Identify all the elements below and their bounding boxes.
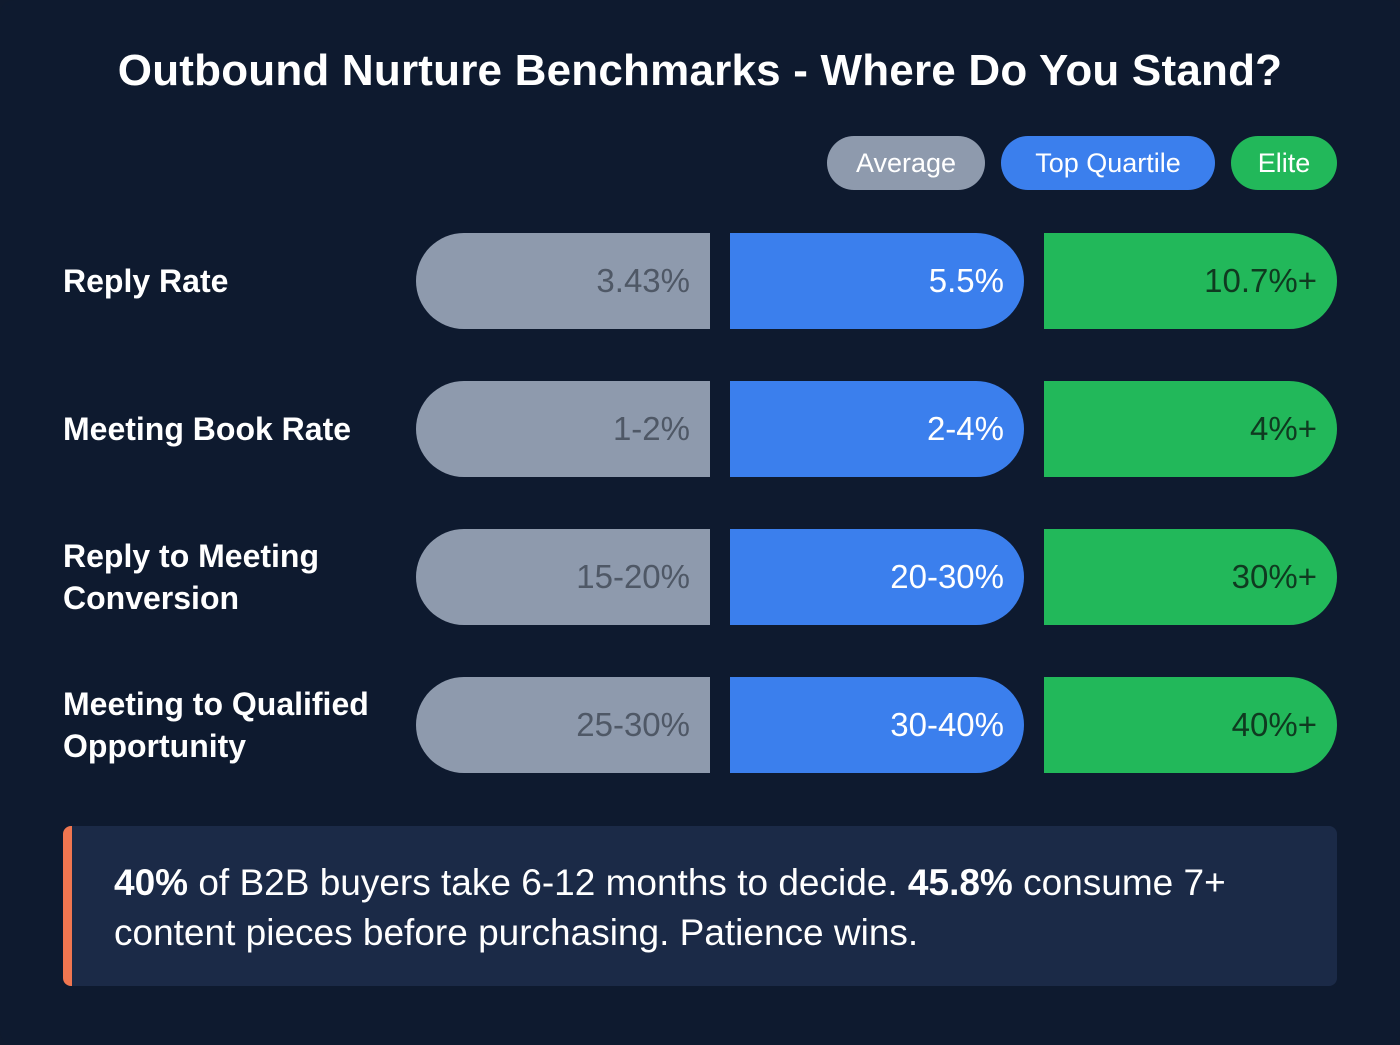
legend-elite: Elite: [1231, 136, 1337, 190]
callout-text: consume 7+ content pieces before purchas…: [114, 862, 1226, 953]
row-meeting-to-opportunity: Meeting to Qualified Opportunity 25-30% …: [0, 677, 1400, 773]
metric-label: Reply to Meeting Conversion: [63, 538, 320, 616]
legend-average: Average: [827, 136, 985, 190]
legend-top-quartile: Top Quartile: [1001, 136, 1215, 190]
elite-bar: 4%+: [1044, 381, 1337, 477]
average-bar: 1-2%: [416, 381, 710, 477]
average-bar: 25-30%: [416, 677, 710, 773]
elite-bar: 40%+: [1044, 677, 1337, 773]
legend: Average Top Quartile Elite: [827, 136, 1337, 190]
stat-highlight: 40%: [114, 862, 189, 903]
metric-label: Meeting Book Rate: [63, 411, 352, 447]
callout-text: of B2B buyers take 6-12 months to decide…: [188, 862, 908, 903]
row-reply-rate: Reply Rate 3.43% 5.5% 10.7%+: [0, 233, 1400, 329]
chart-title: Outbound Nurture Benchmarks - Where Do Y…: [117, 46, 1283, 95]
row-meeting-book-rate: Meeting Book Rate 1-2% 2-4% 4%+: [0, 381, 1400, 477]
average-bar: 3.43%: [416, 233, 710, 329]
top-quartile-bar: 20-30%: [730, 529, 1024, 625]
average-bar: 15-20%: [416, 529, 710, 625]
row-reply-to-meeting: Reply to Meeting Conversion 15-20% 20-30…: [0, 529, 1400, 625]
top-quartile-bar: 2-4%: [730, 381, 1024, 477]
metric-label: Meeting to Qualified Opportunity: [63, 686, 369, 764]
stat-highlight: 45.8%: [907, 862, 1013, 903]
elite-bar: 30%+: [1044, 529, 1337, 625]
insight-callout: 40% of B2B buyers take 6-12 months to de…: [63, 826, 1337, 986]
top-quartile-bar: 5.5%: [730, 233, 1024, 329]
metric-label: Reply Rate: [63, 263, 229, 299]
top-quartile-bar: 30-40%: [730, 677, 1024, 773]
elite-bar: 10.7%+: [1044, 233, 1337, 329]
